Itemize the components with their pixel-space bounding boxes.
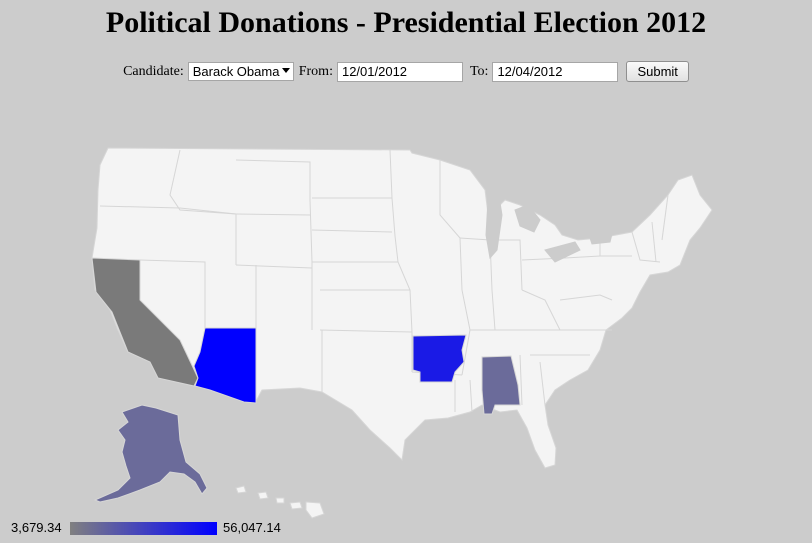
state-california <box>91 257 199 387</box>
candidate-label: Candidate: <box>123 63 184 79</box>
state-alabama <box>481 355 521 415</box>
state-hawaii <box>235 485 325 519</box>
legend-gradient-bar <box>70 522 217 535</box>
legend-max-label: 56,047.14 <box>223 520 281 535</box>
state-borders <box>99 149 669 413</box>
submit-button[interactable]: Submit <box>626 61 689 82</box>
page-title: Political Donations - Presidential Elect… <box>105 6 707 39</box>
chevron-down-icon <box>281 68 290 73</box>
legend-min-label: 3,679.34 <box>11 520 62 535</box>
state-arkansas <box>412 334 467 383</box>
state-arizona <box>193 327 257 404</box>
to-date-input[interactable] <box>492 61 619 82</box>
filter-form: Candidate: Barack Obama From: To: Submit <box>0 61 812 82</box>
candidate-select-value: Barack Obama <box>192 64 280 79</box>
state-map-base <box>91 147 713 469</box>
great-lakes <box>469 159 613 263</box>
to-label: To: <box>469 63 489 79</box>
state-alaska <box>93 404 208 503</box>
candidate-select[interactable]: Barack Obama <box>187 62 294 81</box>
from-date-input[interactable] <box>336 61 463 82</box>
from-label: From: <box>298 63 333 79</box>
